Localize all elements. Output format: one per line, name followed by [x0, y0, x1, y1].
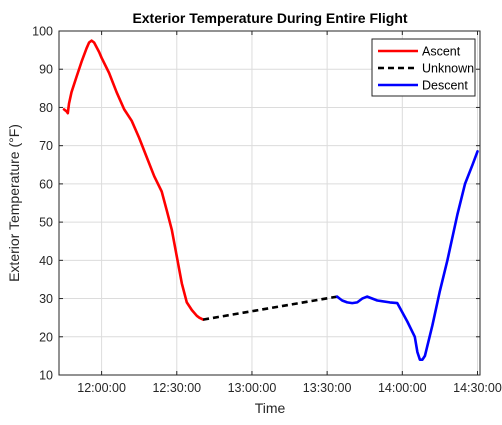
y-tick-label: 30 — [39, 292, 53, 306]
legend-label-descent: Descent — [422, 79, 468, 93]
series-line-descent — [335, 150, 479, 362]
series-line-unknown — [202, 295, 338, 321]
y-tick-label: 70 — [39, 139, 53, 153]
series-layer — [62, 39, 479, 362]
y-tick-label: 60 — [39, 177, 53, 191]
axis-ticks: 10 20 30 40 50 60 70 80 90 100 12:00:00 12:30:00 13:… — [32, 25, 502, 396]
series-line-ascent — [62, 39, 205, 321]
x-tick-label: 12:30:00 — [152, 381, 201, 395]
x-tick-label: 13:30:00 — [303, 381, 352, 395]
x-tick-label: 14:30:00 — [453, 381, 502, 395]
x-tick-label: 14:00:00 — [378, 381, 427, 395]
x-axis-label: Time — [255, 400, 286, 416]
y-tick-label: 10 — [39, 369, 53, 383]
y-tick-label: 80 — [39, 101, 53, 115]
chart-title: Exterior Temperature During Entire Fligh… — [132, 10, 407, 26]
y-tick-label: 20 — [39, 330, 53, 344]
legend-label-ascent: Ascent — [422, 45, 461, 59]
x-tick-label: 12:00:00 — [77, 381, 126, 395]
legend-label-unknown: Unknown — [422, 62, 474, 76]
y-tick-label: 40 — [39, 254, 53, 268]
plot-frame — [58, 30, 481, 376]
x-tick-label: 13:00:00 — [228, 381, 277, 395]
y-axis-label: Exterior Temperature (°F) — [6, 124, 22, 282]
legend: Ascent Unknown Descent — [371, 38, 476, 97]
grid — [59, 30, 480, 376]
y-tick-label: 100 — [32, 25, 53, 39]
y-tick-label: 90 — [39, 63, 53, 77]
y-tick-label: 50 — [39, 216, 53, 230]
